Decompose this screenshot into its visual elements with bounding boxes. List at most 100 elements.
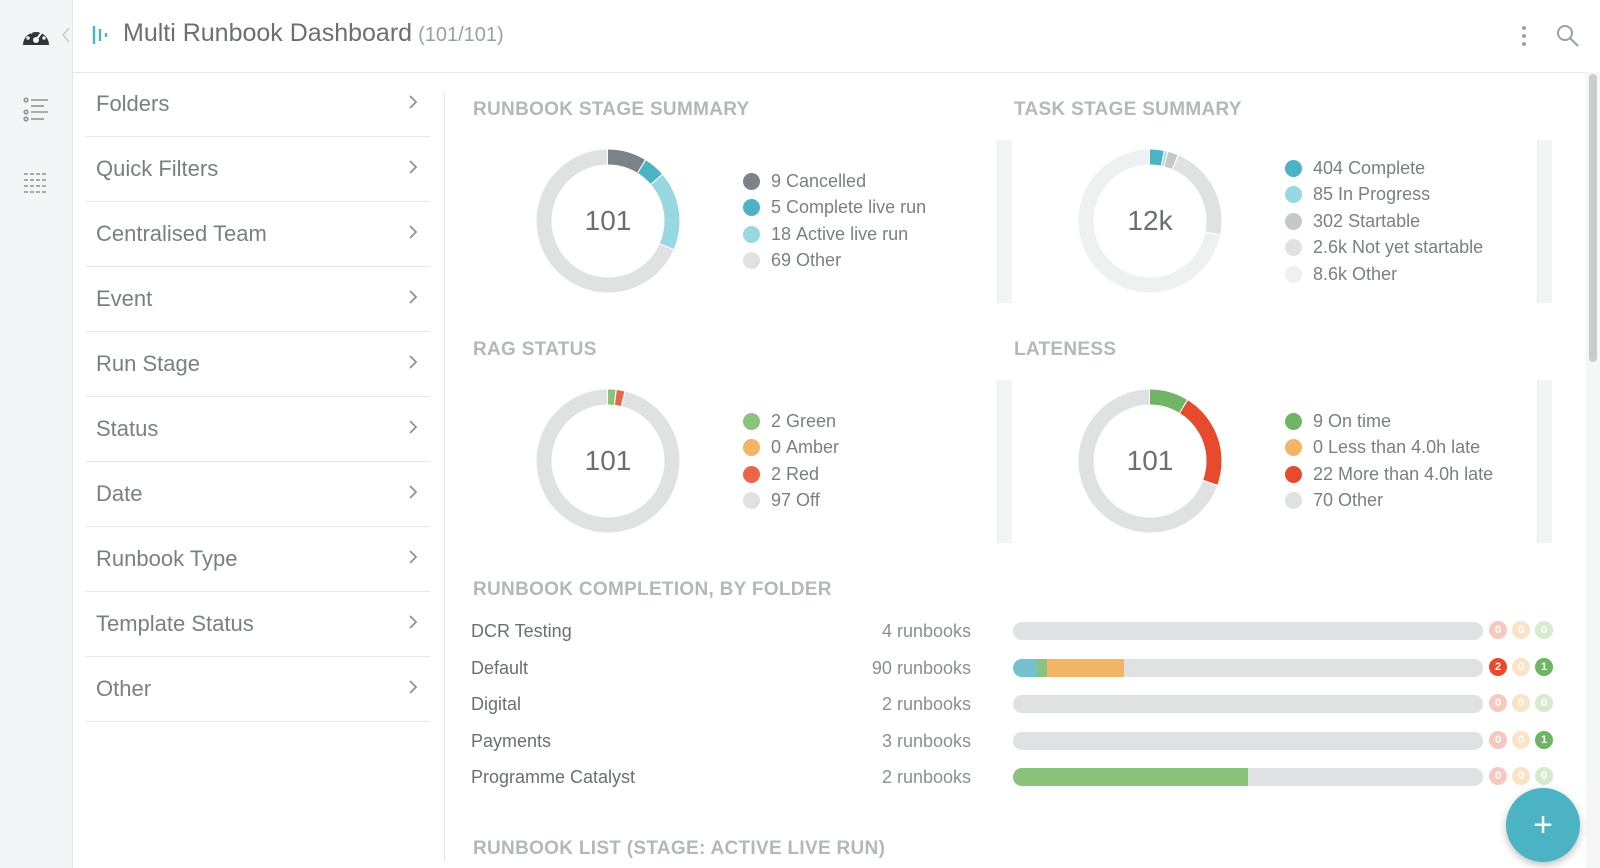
lateness-donut[interactable] — [1075, 386, 1225, 536]
legend-item[interactable]: 404 Complete — [1285, 155, 1483, 182]
status-badge[interactable]: 0 — [1512, 731, 1530, 749]
filter-item[interactable]: Folders — [86, 72, 430, 137]
section-separator — [997, 140, 1012, 303]
more-options-icon[interactable] — [1512, 22, 1536, 50]
legend-item[interactable]: 302 Startable — [1285, 208, 1483, 235]
status-badge[interactable]: 0 — [1535, 767, 1553, 785]
legend-item[interactable]: 97 Off — [743, 488, 839, 515]
status-badge[interactable]: 0 — [1535, 694, 1553, 712]
legend-item[interactable]: 5 Complete live run — [743, 195, 926, 222]
task-stage-slice-complete[interactable] — [1078, 149, 1222, 293]
legend-item[interactable]: 70 Other — [1285, 488, 1493, 515]
search-icon[interactable] — [1554, 22, 1582, 50]
folder-name[interactable]: DCR Testing — [471, 621, 572, 641]
filter-item[interactable]: Status — [86, 397, 430, 462]
legend-item[interactable]: 9 On time — [1285, 408, 1493, 435]
chevron-right-icon — [408, 679, 418, 700]
legend-item[interactable]: 2 Green — [743, 408, 839, 435]
legend-item[interactable]: 8.6k Other — [1285, 261, 1483, 288]
legend-label: Complete live run — [786, 197, 927, 218]
status-badge[interactable]: 0 — [1489, 694, 1507, 712]
filter-item[interactable]: Run Stage — [86, 332, 430, 397]
legend-item[interactable]: 18 Active live run — [743, 221, 926, 248]
completion-row[interactable]: Programme Catalyst 2 runbooks 0 0 0 — [471, 763, 1561, 793]
status-badge[interactable]: 0 — [1512, 694, 1530, 712]
app-logo-icon — [91, 24, 109, 51]
list-icon[interactable] — [18, 92, 54, 128]
status-badge[interactable]: 1 — [1535, 658, 1553, 676]
completion-bar[interactable] — [1013, 695, 1483, 713]
folder-name[interactable]: Default — [471, 658, 529, 678]
legend-item[interactable]: 69 Other — [743, 248, 926, 275]
legend-item[interactable]: 0 Less than 4.0h late — [1285, 435, 1493, 462]
status-badge[interactable]: 1 — [1535, 731, 1553, 749]
runbook-stage-donut[interactable] — [533, 146, 683, 296]
completion-bar-segment — [1046, 659, 1125, 677]
filter-item[interactable]: Template Status — [86, 592, 430, 657]
legend-label: Other — [1338, 490, 1384, 511]
section-separator — [1537, 380, 1552, 543]
lateness-slice-on-time[interactable] — [1078, 389, 1222, 533]
completion-row[interactable]: DCR Testing 4 runbooks 0 0 0 — [471, 617, 1561, 647]
completion-bar[interactable] — [1013, 622, 1483, 640]
status-badge[interactable]: 0 — [1489, 621, 1507, 639]
filter-item[interactable]: Runbook Type — [86, 527, 430, 592]
legend-item[interactable]: 2.6k Not yet startable — [1285, 235, 1483, 262]
legend-dot-icon — [743, 412, 760, 430]
legend-dot-icon — [743, 252, 760, 270]
status-badge[interactable]: 0 — [1512, 767, 1530, 785]
filter-item[interactable]: Event — [86, 267, 430, 332]
completion-row[interactable]: Default 90 runbooks 2 0 1 — [471, 654, 1561, 684]
folder-name[interactable]: Digital — [471, 694, 522, 714]
completion-row[interactable]: Digital 2 runbooks 0 0 0 — [471, 690, 1561, 720]
lateness-slice-more-than-4-0h-late[interactable] — [1078, 389, 1222, 533]
status-badge[interactable]: 0 — [1489, 731, 1507, 749]
rag-status-donut[interactable] — [533, 386, 683, 536]
legend-label: Not yet startable — [1352, 237, 1484, 258]
legend-count: 22 — [1313, 463, 1334, 484]
filter-item[interactable]: Date — [86, 462, 430, 527]
legend-item[interactable]: 9 Cancelled — [743, 168, 926, 195]
legend-item[interactable]: 0 Amber — [743, 435, 839, 462]
rag-status-slice-off[interactable] — [536, 389, 680, 533]
dashboard-icon[interactable] — [18, 18, 54, 54]
completion-bar[interactable] — [1013, 768, 1483, 786]
task-stage-donut[interactable] — [1075, 146, 1225, 296]
status-badge[interactable]: 0 — [1512, 621, 1530, 639]
add-button[interactable]: + — [1506, 788, 1580, 862]
legend-item[interactable]: 85 In Progress — [1285, 182, 1483, 209]
status-badge[interactable]: 0 — [1535, 621, 1553, 639]
legend-label: Amber — [786, 437, 840, 458]
filter-item[interactable]: Quick Filters — [86, 137, 430, 202]
legend-dot-icon — [1285, 412, 1302, 430]
panel-divider — [444, 92, 445, 862]
legend-dot-icon — [1285, 492, 1302, 510]
legend-count: 5 — [771, 197, 782, 218]
runbook-stage-slice-other[interactable] — [536, 149, 680, 293]
filter-item[interactable]: Other — [86, 657, 430, 722]
status-badge[interactable]: 0 — [1512, 658, 1530, 676]
legend-item[interactable]: 22 More than 4.0h late — [1285, 461, 1493, 488]
legend-item[interactable]: 2 Red — [743, 461, 839, 488]
filter-item[interactable]: Centralised Team — [86, 202, 430, 267]
scrollbar-thumb[interactable] — [1589, 74, 1597, 362]
task-stage-slice-not-yet-startable[interactable] — [1078, 149, 1222, 293]
completion-bar[interactable] — [1013, 732, 1483, 750]
completion-bar-segment — [1013, 659, 1037, 677]
completion-row[interactable]: Payments 3 runbooks 0 0 1 — [471, 727, 1561, 757]
folder-name[interactable]: Payments — [471, 731, 552, 751]
folder-name[interactable]: Programme Catalyst — [471, 767, 636, 787]
page-title-text: Multi Runbook Dashboard — [123, 19, 413, 47]
runbook-stage-slice-cancelled[interactable] — [536, 149, 680, 293]
task-stage-slice-other[interactable] — [1078, 149, 1222, 293]
runbook-stage-slice-active-live-run[interactable] — [536, 149, 680, 293]
status-badge[interactable]: 2 — [1489, 658, 1507, 676]
lateness-slice-other[interactable] — [1078, 389, 1222, 533]
grid-list-icon[interactable] — [18, 166, 54, 202]
status-badge[interactable]: 0 — [1489, 767, 1507, 785]
collapse-chevron-icon[interactable] — [60, 26, 72, 44]
completion-bar[interactable] — [1013, 659, 1483, 677]
rag-status-slice-green[interactable] — [536, 389, 680, 533]
runbook-count: 90 runbooks — [871, 658, 971, 678]
